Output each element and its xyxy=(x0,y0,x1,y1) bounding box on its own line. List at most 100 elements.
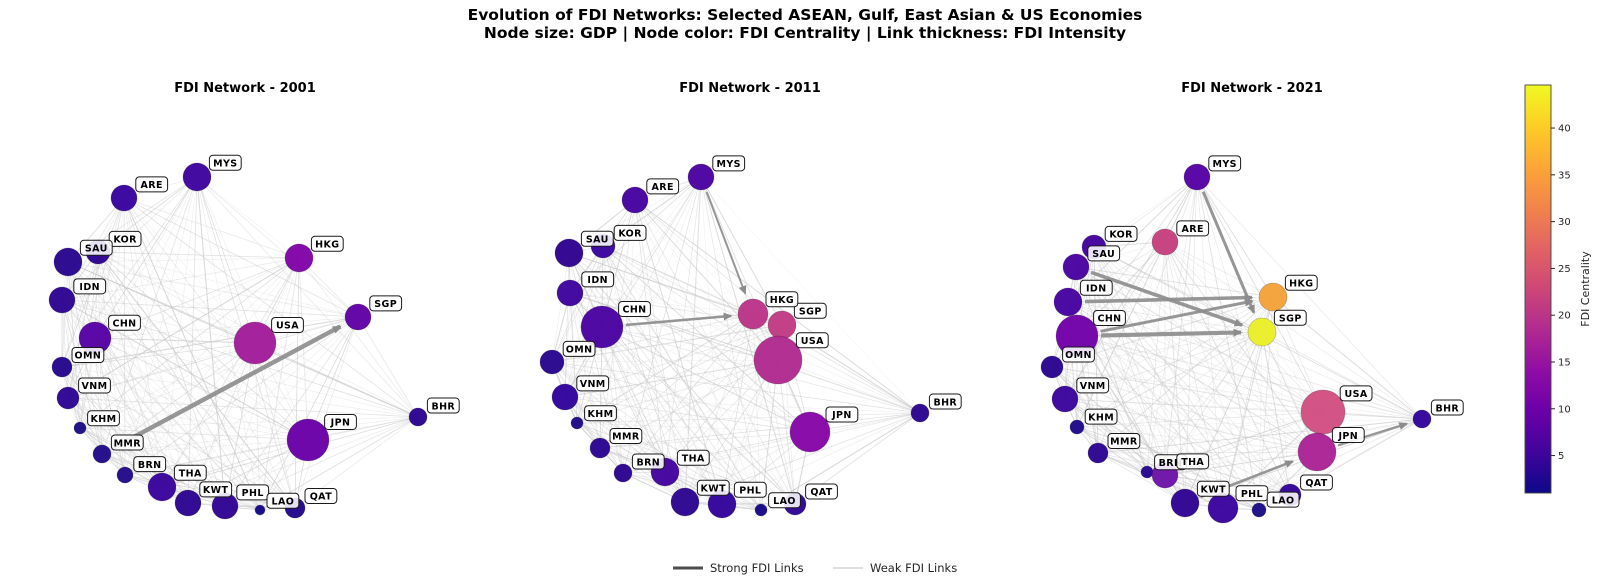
weak-fdi-link xyxy=(259,257,300,511)
node-label-box-BRN xyxy=(133,456,167,473)
weak-fdi-link xyxy=(187,176,198,504)
weak-fdi-link xyxy=(61,299,256,344)
weak-link-label: Weak FDI Links xyxy=(870,561,957,575)
weak-fdi-link xyxy=(1097,452,1186,504)
strong-fdi-link-IDN-HKG xyxy=(1084,293,1254,304)
weak-fdi-link xyxy=(568,252,921,414)
node-HKG xyxy=(1258,282,1288,312)
weak-fdi-link xyxy=(124,176,198,476)
weak-fdi-link xyxy=(1076,411,1324,428)
node-IDN xyxy=(48,286,76,314)
weak-fdi-link xyxy=(551,252,570,363)
network-panel-2021: FDI Network - 2021 MYS ARE KOR SAU IDN CHN OMN V… xyxy=(1040,81,1464,524)
weak-fdi-link xyxy=(551,359,779,363)
node-label-QAT: QAT xyxy=(310,492,332,503)
weak-fdi-link xyxy=(1164,241,1324,413)
node-label-box-BHR xyxy=(1430,399,1464,416)
node-SAU xyxy=(554,238,584,268)
strong-fdi-link-CHN-SGP xyxy=(1100,328,1243,338)
node-label-box-HKG xyxy=(310,235,344,252)
node-label-KHM: KHM xyxy=(588,409,614,420)
network-panel-2011: FDI Network - 2011 MYS ARE KOR SAU IDN CHN OMN V… xyxy=(539,81,962,519)
weak-fdi-link xyxy=(123,197,309,441)
node-LAO xyxy=(254,504,266,516)
weak-fdi-link xyxy=(294,257,300,509)
weak-fdi-link xyxy=(1075,266,1324,413)
weak-fdi-link xyxy=(67,197,125,263)
weak-fdi-link xyxy=(634,199,666,473)
node-BHR xyxy=(408,407,428,427)
weak-fdi-link xyxy=(551,361,811,433)
node-SGP xyxy=(767,310,797,340)
node-label-box-KHM xyxy=(87,410,120,427)
node-label-box-BHR xyxy=(426,397,460,414)
weak-fdi-link xyxy=(124,316,359,476)
node-label-BRN: BRN xyxy=(636,457,660,468)
weak-fdi-link xyxy=(777,359,796,505)
node-label-box-JPN xyxy=(825,406,859,423)
figure-subtitle: Node size: GDP | Node color: FDI Central… xyxy=(483,24,1127,42)
node-label-box-KWT xyxy=(696,479,730,496)
weak-fdi-link xyxy=(1064,398,1148,473)
weak-fdi-link xyxy=(569,292,754,315)
weak-fdi-link xyxy=(576,422,811,433)
node-label-JPN: JPN xyxy=(1337,431,1358,442)
node-OMN xyxy=(539,349,565,375)
node-label-QAT: QAT xyxy=(1305,478,1327,489)
strong-fdi-link-CHN-HKG xyxy=(1100,298,1254,333)
weak-fdi-link xyxy=(1196,176,1274,298)
node-label-box-KWT xyxy=(199,481,233,498)
weak-fdi-link xyxy=(67,251,99,399)
node-label-HKG: HKG xyxy=(315,240,339,251)
node-label-OMN: OMN xyxy=(566,345,593,356)
weak-fdi-link xyxy=(1051,366,1423,420)
node-label-box-MYS xyxy=(208,154,242,171)
node-ARE xyxy=(1151,228,1179,256)
node-label-box-IDN xyxy=(73,278,107,295)
weak-fdi-link xyxy=(298,257,419,418)
node-label-box-LAO xyxy=(768,492,801,509)
weak-fdi-link xyxy=(61,299,69,399)
weak-fdi-link xyxy=(1261,331,1423,420)
node-VNM xyxy=(551,383,579,411)
node-label-BRN: BRN xyxy=(138,460,162,471)
weak-fdi-link xyxy=(1093,246,1318,453)
weak-fdi-link xyxy=(124,257,300,476)
node-label-box-CHN xyxy=(618,300,651,317)
weak-fdi-link xyxy=(67,397,309,441)
node-label-BRN: BRN xyxy=(1159,458,1183,469)
node-label-ARE: ARE xyxy=(652,182,674,193)
weak-fdi-link xyxy=(123,197,261,511)
weak-fdi-link xyxy=(67,261,189,504)
node-ARE xyxy=(110,184,138,212)
weak-fdi-link xyxy=(224,257,300,507)
node-label-SAU: SAU xyxy=(85,244,108,255)
node-label-box-ARE xyxy=(135,176,169,193)
weak-fdi-link xyxy=(123,197,419,418)
colorbar-tick-label: 40 xyxy=(1558,124,1571,135)
colorbar: FDI Centrality 5 10 15 20 25 30 35 40 xyxy=(1524,84,1592,494)
node-label-SAU: SAU xyxy=(1092,249,1115,260)
weak-fdi-link xyxy=(67,316,359,399)
node-label-THA: THA xyxy=(179,469,202,480)
node-BRN xyxy=(613,463,633,483)
node-CHN xyxy=(580,305,624,349)
node-SGP xyxy=(1247,317,1277,347)
weak-fdi-link xyxy=(101,416,419,455)
weak-fdi-link xyxy=(551,245,604,363)
weak-fdi-link xyxy=(123,197,256,344)
weak-fdi-link xyxy=(1093,246,1263,333)
weak-fdi-link xyxy=(752,313,762,511)
node-KWT xyxy=(670,487,700,517)
weak-fdi-link xyxy=(97,251,163,488)
node-label-VNM: VNM xyxy=(1080,381,1106,392)
weak-fdi-link xyxy=(123,197,359,318)
weak-fdi-link xyxy=(1164,331,1263,476)
weak-fdi-link xyxy=(1076,426,1148,473)
node-THA xyxy=(147,472,177,502)
colorbar-tick-label: 35 xyxy=(1558,170,1571,181)
node-label-IDN: IDN xyxy=(79,282,100,293)
weak-fdi-link xyxy=(777,359,921,414)
